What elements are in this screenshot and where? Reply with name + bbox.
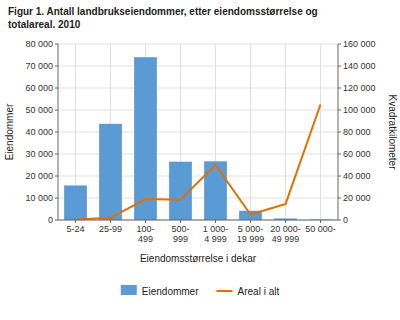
- text-line: 5 000-: [238, 224, 264, 234]
- tick: [55, 110, 58, 111]
- tick: [338, 66, 341, 67]
- grid-line: [285, 44, 286, 220]
- title: Figur 1. Antall landbrukseiendommer, ett…: [8, 6, 318, 30]
- tick-label: 500-999: [171, 224, 189, 244]
- tick: [285, 220, 286, 223]
- x-axis-line: [58, 220, 338, 221]
- tick: [215, 220, 216, 223]
- grid-line: [58, 110, 338, 111]
- tick: [55, 132, 58, 133]
- tick: [338, 176, 341, 177]
- tick: [338, 220, 341, 221]
- text-line: 49 999: [272, 234, 300, 244]
- tick-label: 20 000-49 999: [270, 224, 301, 244]
- legend-label: Eiendommer: [142, 286, 199, 297]
- tick: [55, 154, 58, 155]
- tick: [75, 220, 76, 223]
- grid-line: [250, 44, 251, 220]
- tick-label: 20 000: [25, 171, 53, 181]
- tick-label: 50 000: [25, 105, 53, 115]
- text-line: 499: [138, 234, 153, 244]
- tick: [338, 154, 341, 155]
- tick-label: 50 000-: [305, 224, 336, 234]
- legend-swatch: [121, 285, 137, 295]
- tick: [320, 220, 321, 223]
- tick-label: 80 000: [25, 39, 53, 49]
- tick-label: 120 000: [343, 83, 376, 93]
- tick-label: 10 000: [25, 193, 53, 203]
- tick-label: 100-499: [136, 224, 154, 244]
- grid-line: [58, 88, 338, 89]
- tick: [145, 220, 146, 223]
- tick: [55, 66, 58, 67]
- tick: [338, 110, 341, 111]
- tick-label: 0: [343, 215, 348, 225]
- tick-label: 60 000: [25, 83, 53, 93]
- legend-label: Areal i alt: [238, 286, 280, 297]
- text-line: 20 000-: [270, 224, 301, 234]
- tick-label: 70 000: [25, 61, 53, 71]
- text-line: 999: [173, 234, 188, 244]
- tick-label: 5 000-19 999: [237, 224, 265, 244]
- tick-label: 1 000-4 999: [203, 224, 229, 244]
- y-axis-label: Eiendommer: [4, 103, 15, 160]
- y2-axis-label: Kvadratkilometer: [387, 94, 398, 170]
- tick: [338, 44, 341, 45]
- tick: [338, 132, 341, 133]
- tick: [55, 44, 58, 45]
- tick: [55, 176, 58, 177]
- grid-line: [58, 44, 338, 45]
- grid-line: [320, 44, 321, 220]
- tick-label: 40 000: [25, 127, 53, 137]
- bar: [204, 161, 227, 220]
- tick-label: 140 000: [343, 61, 376, 71]
- chart: Figur 1. Antall landbrukseiendommer, ett…: [0, 0, 400, 320]
- text-line: Figur 1. Antall landbrukseiendommer, ett…: [8, 6, 318, 17]
- grid-line: [58, 220, 338, 221]
- legend-item: Areal i alt: [217, 286, 280, 297]
- tick: [55, 220, 58, 221]
- tick: [180, 220, 181, 223]
- bar: [64, 185, 87, 220]
- tick-label: 100 000: [343, 105, 376, 115]
- tick: [55, 198, 58, 199]
- tick-label: 40 000: [343, 171, 371, 181]
- tick-label: 0: [48, 215, 53, 225]
- tick-label: 20 000: [343, 193, 371, 203]
- tick-label: 160 000: [343, 39, 376, 49]
- text-line: 19 999: [237, 234, 265, 244]
- tick: [110, 220, 111, 223]
- tick: [55, 88, 58, 89]
- tick-label: 30 000: [25, 149, 53, 159]
- tick: [250, 220, 251, 223]
- text-line: totalareal. 2010: [8, 19, 81, 30]
- bar: [134, 57, 157, 220]
- text-line: 5-24: [66, 224, 84, 234]
- line: [76, 105, 321, 220]
- text-line: 500-: [171, 224, 189, 234]
- grid-line: [58, 66, 338, 67]
- text-line: 4 999: [204, 234, 227, 244]
- grid: [58, 44, 338, 220]
- legend-swatch: [217, 290, 233, 292]
- x-axis-label: Eiendomsstørrelse i dekar: [140, 253, 257, 264]
- plot-area: [64, 57, 332, 220]
- page: {"chart_data": { "type": "bar", "title":…: [0, 0, 400, 320]
- tick: [338, 198, 341, 199]
- text-line: 100-: [136, 224, 154, 234]
- legend-item: Eiendommer: [121, 285, 199, 297]
- legend: Eiendommer Areal i alt: [121, 285, 280, 297]
- text-line: 25-99: [99, 224, 122, 234]
- text-line: 1 000-: [203, 224, 229, 234]
- tick-label: 60 000: [343, 149, 371, 159]
- tick-label: 25-99: [99, 224, 122, 234]
- tick: [338, 88, 341, 89]
- text-line: 50 000-: [305, 224, 336, 234]
- tick-label: 80 000: [343, 127, 371, 137]
- bar: [99, 124, 122, 220]
- tick-label: 5-24: [66, 224, 84, 234]
